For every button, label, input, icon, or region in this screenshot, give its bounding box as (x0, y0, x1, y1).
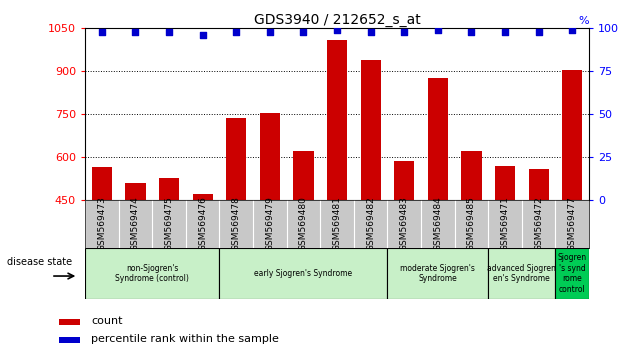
Point (500, 29, 510, 35)
Text: percentile rank within the sample: percentile rank within the sample (91, 334, 279, 344)
Bar (92, 167, 112, 329)
Point (265, 29, 275, 35)
Point (433, 27, 443, 33)
Point (97, 29, 107, 35)
Text: GSM569474: GSM569474 (131, 196, 140, 251)
Text: GSM569477: GSM569477 (568, 196, 576, 251)
Point (466, 29, 476, 35)
Bar (193, 194, 213, 329)
Bar (387, 248, 488, 299)
Text: GSM569480: GSM569480 (299, 196, 308, 251)
Bar (226, 119, 246, 329)
Text: GSM569472: GSM569472 (534, 196, 543, 251)
Point (231, 29, 241, 35)
Point (299, 29, 309, 35)
Text: Sjogren
's synd
rome
control: Sjogren 's synd rome control (558, 253, 587, 293)
Text: GSM569471: GSM569471 (501, 196, 510, 251)
Text: GSM569482: GSM569482 (366, 196, 375, 251)
Bar (461, 151, 481, 329)
Point (164, 29, 174, 35)
Bar (394, 160, 415, 329)
Text: early Sjogren's Syndrome: early Sjogren's Syndrome (255, 269, 353, 278)
Text: GSM569478: GSM569478 (232, 196, 241, 251)
Text: advanced Sjogren
en's Syndrome: advanced Sjogren en's Syndrome (488, 264, 556, 283)
Bar (159, 178, 179, 329)
Point (130, 29, 140, 35)
Bar (85, 248, 219, 299)
Bar (529, 169, 549, 329)
Bar (562, 70, 582, 329)
Bar (327, 40, 347, 329)
Bar (219, 248, 387, 299)
Text: %: % (578, 16, 589, 26)
Text: GSM569473: GSM569473 (98, 196, 106, 251)
Point (534, 29, 544, 35)
Text: GSM569485: GSM569485 (467, 196, 476, 251)
Text: GSM569483: GSM569483 (400, 196, 409, 251)
Point (567, 27, 577, 33)
Text: GSM569475: GSM569475 (164, 196, 173, 251)
Text: GSM569479: GSM569479 (265, 196, 274, 251)
Bar (59, 337, 81, 343)
Bar (59, 319, 81, 325)
Text: GSM569476: GSM569476 (198, 196, 207, 251)
Point (399, 29, 410, 35)
Bar (360, 60, 381, 329)
Bar (125, 183, 146, 329)
Bar (495, 166, 515, 329)
Point (332, 27, 342, 33)
Text: disease state: disease state (7, 257, 72, 267)
Title: GDS3940 / 212652_s_at: GDS3940 / 212652_s_at (254, 13, 420, 27)
Text: moderate Sjogren's
Syndrome: moderate Sjogren's Syndrome (401, 264, 475, 283)
Text: GSM569481: GSM569481 (333, 196, 341, 251)
Bar (260, 113, 280, 329)
Point (365, 29, 375, 35)
Bar (294, 151, 314, 329)
Text: GSM569484: GSM569484 (433, 196, 442, 251)
Text: count: count (91, 316, 123, 326)
Bar (556, 248, 589, 299)
Text: non-Sjogren's
Syndrome (control): non-Sjogren's Syndrome (control) (115, 264, 189, 283)
Point (198, 32, 208, 38)
Bar (488, 248, 556, 299)
Bar (428, 78, 448, 329)
